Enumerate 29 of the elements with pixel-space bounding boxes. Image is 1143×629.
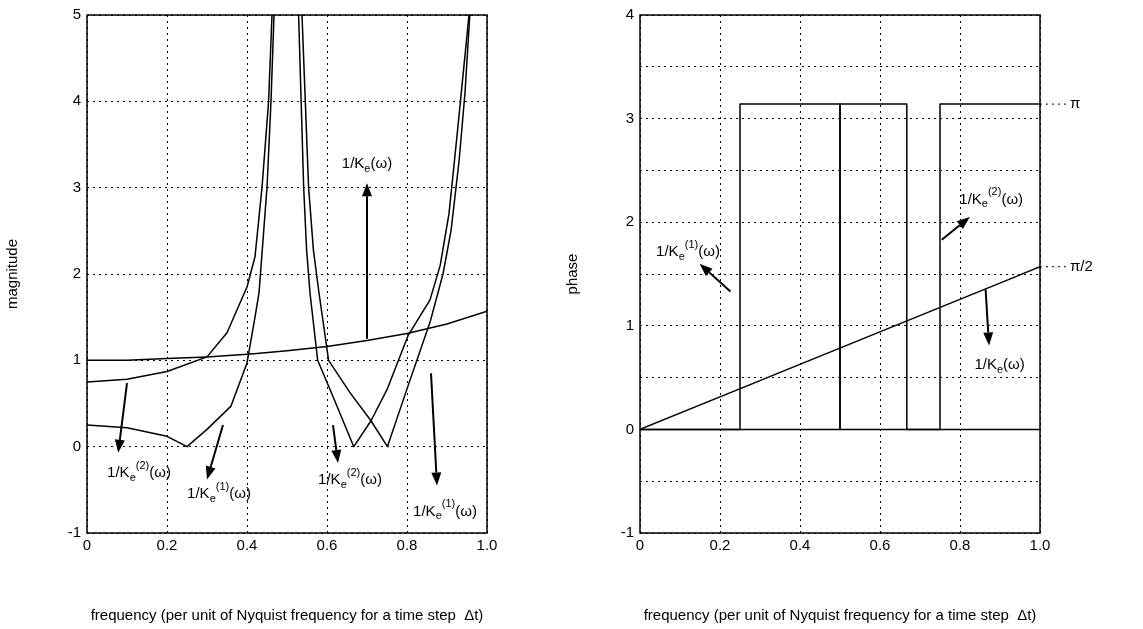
- x-tick-label: 0.2: [709, 536, 731, 554]
- y-tick-label: 2: [625, 212, 634, 230]
- x-tick-label: 0.4: [236, 536, 258, 554]
- y-axis-title: magnitude: [3, 238, 21, 310]
- y-tick-label: -1: [620, 523, 634, 541]
- y-axis-title: phase: [563, 253, 581, 295]
- x-tick-label: 0.8: [396, 536, 418, 554]
- y-tick-label: 2: [72, 264, 81, 282]
- y-tick-label: -1: [67, 523, 81, 541]
- x-tick-label: 0.4: [789, 536, 811, 554]
- x-tick-label: 1.0: [476, 536, 498, 554]
- y-tick-label: 5: [72, 5, 81, 23]
- y-tick-label: 3: [72, 177, 81, 195]
- y-tick-label: 1: [625, 315, 634, 333]
- annotation: π: [1070, 94, 1081, 112]
- y-tick-label: 4: [72, 91, 81, 109]
- x-tick-label: 0.6: [316, 536, 338, 554]
- x-axis-title: frequency (per unit of Nyquist frequency for a time step Δt): [90, 606, 484, 624]
- x-tick-label: 0.6: [869, 536, 891, 554]
- y-tick-label: 3: [625, 108, 634, 126]
- annotation: π/2: [1070, 256, 1093, 274]
- y-tick-label: 0: [72, 436, 81, 454]
- x-axis-title: frequency (per unit of Nyquist frequency for a time step Δt): [643, 606, 1037, 624]
- x-tick-label: 1.0: [1029, 536, 1051, 554]
- x-tick-label: 0.2: [156, 536, 178, 554]
- y-tick-label: 4: [625, 5, 634, 23]
- y-tick-label: 1: [72, 350, 81, 368]
- x-tick-label: 0.8: [949, 536, 971, 554]
- y-tick-label: 0: [625, 419, 634, 437]
